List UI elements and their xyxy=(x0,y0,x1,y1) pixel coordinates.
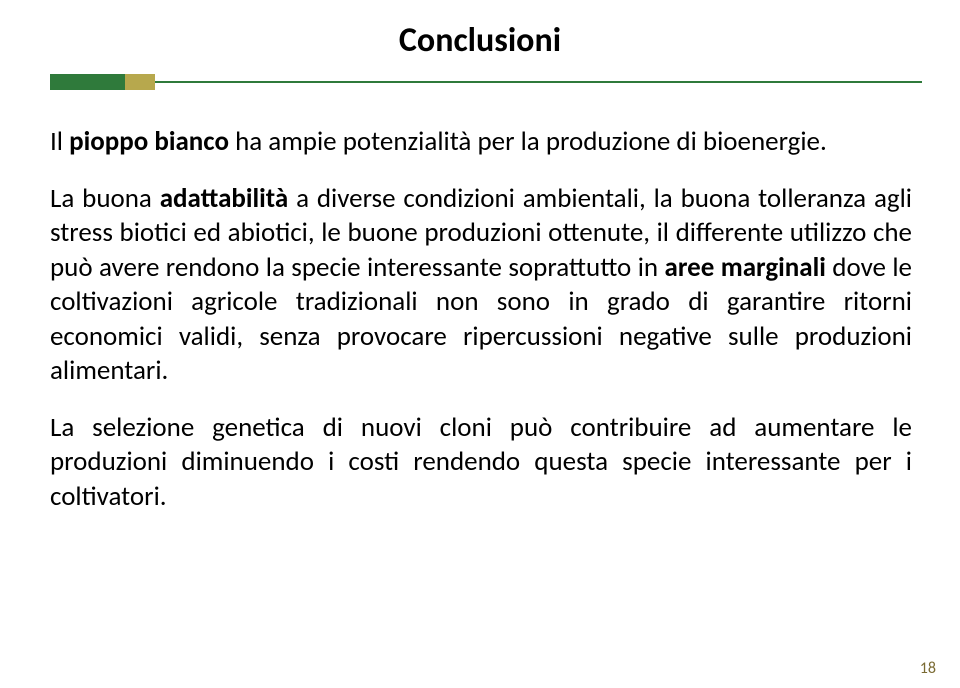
rule-segment-green xyxy=(50,74,125,90)
bold-run: adattabilità xyxy=(160,182,296,215)
paragraph: La selezione genetica di nuovi cloni può… xyxy=(50,411,912,515)
title-underline xyxy=(50,74,922,90)
paragraph: Il pioppo bianco ha ampie potenzialità p… xyxy=(50,125,912,160)
bold-run: aree marginali xyxy=(665,251,833,284)
rule-segment-olive xyxy=(125,74,155,90)
bold-run: pioppo bianco xyxy=(69,125,235,158)
rule-segment-line xyxy=(155,81,922,83)
paragraph: La buona adattabilità a diverse condizio… xyxy=(50,182,912,389)
text-run: Il xyxy=(50,125,69,158)
page-number: 18 xyxy=(920,659,936,678)
text-run: ha ampie potenzialità per la produzione … xyxy=(235,125,827,158)
slide-title: Conclusioni xyxy=(0,20,960,61)
text-run: La selezione genetica di nuovi cloni può… xyxy=(50,411,912,513)
body-text: Il pioppo bianco ha ampie potenzialità p… xyxy=(50,125,912,536)
slide: Conclusioni Il pioppo bianco ha ampie po… xyxy=(0,0,960,688)
text-run: La buona xyxy=(50,182,160,215)
